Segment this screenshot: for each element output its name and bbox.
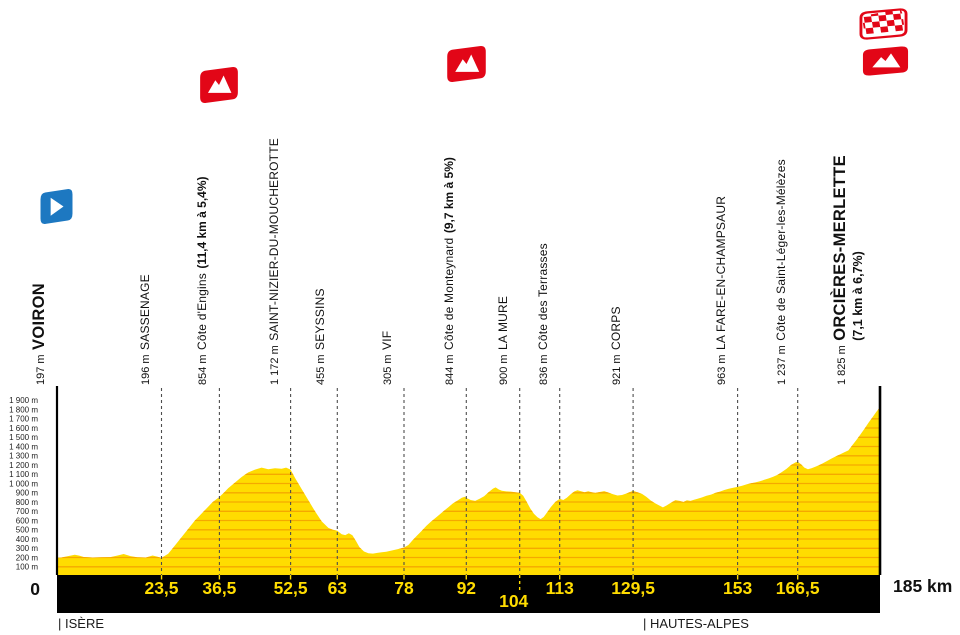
checkpoint-elevation: 1 237 m (775, 345, 788, 385)
checkpoint-label-c-te-d-engins: 854 m Côte d'Engins (11,4 km à 5,4%) (194, 177, 211, 386)
svg-text:| HAUTES-ALPES: | HAUTES-ALPES (643, 616, 749, 631)
checkpoint-label-la-fare-en-champsaur: 963 m LA FARE-EN-CHAMPSAUR (713, 196, 730, 385)
checkpoint-name: LA FARE-EN-CHAMPSAUR (713, 195, 728, 350)
checkpoint-name: Côte de Monteynard (442, 237, 457, 350)
svg-text:800 m: 800 m (16, 498, 39, 507)
checkpoint-guidelines (55, 386, 882, 575)
checkpoint-name: LA MURE (495, 295, 510, 350)
svg-text:129,5: 129,5 (611, 578, 655, 598)
svg-text:1 200 m: 1 200 m (9, 461, 38, 470)
svg-text:78: 78 (394, 578, 414, 598)
svg-text:104: 104 (499, 591, 528, 611)
svg-text:153: 153 (723, 578, 752, 598)
km-labels: 23,5 36,5 52,5 63 78 92 104 113 129,5 153 166,5 (144, 575, 820, 611)
checkpoint-label-sassenage: 196 m SASSENAGE (137, 274, 154, 385)
svg-text:900 m: 900 m (16, 489, 39, 498)
svg-text:300 m: 300 m (16, 544, 39, 553)
svg-text:1 500 m: 1 500 m (9, 433, 38, 442)
checkpoint-elevation: 836 m (537, 354, 550, 385)
svg-text:700 m: 700 m (16, 507, 39, 516)
svg-text:1 400 m: 1 400 m (9, 442, 38, 451)
checkpoint-name: VIF (380, 330, 394, 350)
checkpoint-name: Côte de Saint-Léger-les-Mélèzes (773, 159, 788, 341)
checkpoint-elevation: 196 m (139, 354, 152, 385)
checkpoint-label-la-mure: 900 m LA MURE (495, 296, 512, 385)
checkpoint-name: Côte des Terrasses (535, 243, 550, 350)
svg-text:100 m: 100 m (16, 563, 39, 572)
profile-area (57, 407, 880, 575)
climb-gradient: (7,1 km à 6,7%) (851, 251, 865, 341)
checkpoint-label-seyssins: 455 m SEYSSINS (312, 288, 329, 385)
distance-bar (57, 575, 880, 613)
svg-text:200 m: 200 m (16, 553, 39, 562)
svg-text:400 m: 400 m (16, 535, 39, 544)
finish-climb-icon (858, 44, 913, 78)
checkpoint-name: VOIRON (30, 283, 48, 350)
checkpoint-name: Côte d'Engins (195, 273, 210, 350)
climb-gradient: (11,4 km à 5,4%) (195, 176, 210, 269)
svg-text:23,5: 23,5 (144, 578, 178, 598)
checkpoint-label-orci-res-merlette: 1 825 m ORCIÈRES-MERLETTE1 825 m (7,1 km… (831, 155, 867, 385)
svg-text:36,5: 36,5 (202, 578, 236, 598)
checkpoint-elevation: 900 m (497, 354, 510, 385)
svg-text:1 800 m: 1 800 m (9, 405, 38, 414)
checkpoint-label-c-te-des-terrasses: 836 m Côte des Terrasses (535, 243, 552, 385)
start-flag-icon (37, 186, 76, 227)
checkpoint-label-vif: 305 m VIF (379, 331, 396, 385)
checkpoint-elevation: 854 m (197, 354, 210, 385)
checkpoint-label-saint-nizier-du-moucherotte: 1 172 m SAINT-NIZIER-DU-MOUCHEROTTE (266, 138, 283, 385)
finish-checkered-flag-icon (856, 7, 911, 41)
svg-text:166,5: 166,5 (776, 578, 820, 598)
checkpoint-elevation: 921 m (611, 354, 624, 385)
category-climb-icon-engins (196, 64, 242, 106)
svg-text:1 900 m: 1 900 m (9, 396, 38, 405)
checkpoint-label-corps: 921 m CORPS (608, 306, 625, 385)
checkpoint-elevation: 963 m (715, 354, 728, 385)
checkpoint-elevation: 197 m (35, 354, 47, 385)
checkpoint-name: SEYSSINS (313, 288, 328, 350)
checkpoint-label-c-te-de-monteynard: 844 m Côte de Monteynard (9,7 km à 5%) (441, 157, 458, 385)
checkpoint-elevation: 305 m (382, 354, 394, 385)
checkpoint-elevation: 1 825 m (836, 345, 848, 385)
svg-text:1 000 m: 1 000 m (9, 479, 38, 488)
checkpoint-elevation: 1 172 m (268, 345, 281, 385)
km-total-label: 185 km (893, 576, 952, 596)
km-start-label: 0 (30, 579, 40, 599)
checkpoint-label-c-te-de-saint-l-ger-les-m-l-zes: 1 237 m Côte de Saint-Léger-les-Mélèzes (773, 159, 790, 385)
checkpoint-elevation: 455 m (315, 354, 328, 385)
svg-text:1 300 m: 1 300 m (9, 452, 38, 461)
svg-text:500 m: 500 m (16, 526, 39, 535)
checkpoint-label-voiron: 197 m VOIRON (30, 283, 49, 385)
svg-text:| ISÈRE: | ISÈRE (58, 616, 104, 631)
category-climb-icon-monteynard (443, 43, 490, 85)
svg-text:52,5: 52,5 (274, 578, 308, 598)
svg-text:600 m: 600 m (16, 516, 39, 525)
svg-text:113: 113 (546, 578, 574, 598)
svg-text:63: 63 (328, 578, 348, 598)
checkpoint-name: ORCIÈRES-MERLETTE (831, 155, 849, 341)
checkpoint-elevation: 844 m (444, 354, 457, 385)
svg-text:92: 92 (457, 578, 477, 598)
y-axis-labels: 1 900 m1 800 m1 700 m1 600 m1 500 m1 400… (9, 396, 38, 571)
svg-text:1 700 m: 1 700 m (9, 415, 38, 424)
checkpoint-name: CORPS (609, 306, 624, 350)
svg-text:1 100 m: 1 100 m (9, 470, 38, 479)
department-labels: | ISÈRE | HAUTES-ALPES (58, 616, 749, 631)
climb-gradient: (9,7 km à 5%) (442, 157, 457, 234)
checkpoint-name: SAINT-NIZIER-DU-MOUCHEROTTE (266, 138, 281, 341)
checkpoint-name: SASSENAGE (137, 274, 152, 350)
svg-text:1 600 m: 1 600 m (9, 424, 38, 433)
